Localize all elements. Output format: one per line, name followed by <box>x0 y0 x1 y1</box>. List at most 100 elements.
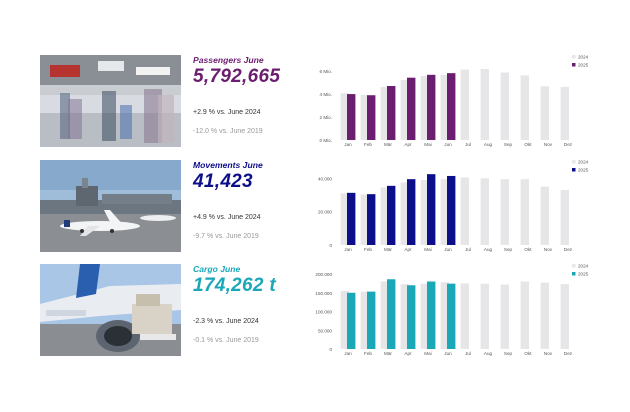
bar-2024 <box>540 86 549 140</box>
bar-2025 <box>367 95 376 140</box>
bar-2024 <box>380 281 389 349</box>
y-tick-label: 0 <box>329 347 332 352</box>
x-tick-label: Mär <box>384 142 392 147</box>
x-tick-label: Okt <box>524 142 532 147</box>
bar-2025 <box>447 175 456 245</box>
x-tick-label: Aug <box>484 351 493 356</box>
x-tick-label: Jun <box>444 247 452 252</box>
bar-2025 <box>447 73 456 140</box>
y-tick-label: 0 <box>329 243 332 248</box>
bar-2025 <box>367 194 376 245</box>
airport-terminal-photo <box>40 55 181 147</box>
kpi-compare-2019: -9.7 % vs. June 2019 <box>193 233 259 240</box>
kpi-value: 5,792,665 <box>193 66 281 87</box>
legend-label: 2024 <box>578 55 589 60</box>
passengers-chart: 0 Mio. 2 Mio. 4 Mio. 6 Mio. Jan Feb Mär Apr Mai J… <box>300 55 590 148</box>
bar-2024 <box>400 182 409 245</box>
legend-swatch <box>572 55 576 59</box>
bar-2025 <box>427 174 436 245</box>
bar-2025 <box>407 179 416 245</box>
bar-2025 <box>447 283 456 349</box>
bar-2024 <box>340 193 349 245</box>
y-tick-label: 4 Mio. <box>319 92 332 97</box>
x-tick-label: Aug <box>484 142 493 147</box>
kpi-title: Movements June <box>193 160 263 170</box>
bar-2025 <box>387 185 396 245</box>
x-tick-label: Jan <box>344 351 352 356</box>
x-tick-label: Jun <box>444 351 452 356</box>
x-tick-label: Mär <box>384 351 392 356</box>
legend-swatch <box>572 264 576 268</box>
bar-2025 <box>407 77 416 140</box>
x-tick-label: Aug <box>484 247 493 252</box>
legend-label: 2024 <box>578 264 589 269</box>
x-tick-label: Nov <box>544 247 553 252</box>
bar-2024 <box>420 283 429 349</box>
bar-2024 <box>360 194 369 245</box>
bar-2024 <box>340 290 349 349</box>
bar-chart: 0 Mio. 2 Mio. 4 Mio. 6 Mio. Jan Feb Mär Apr Mai J… <box>319 55 589 148</box>
x-tick-label: Jul <box>465 247 471 252</box>
x-tick-label: Apr <box>404 142 412 147</box>
legend-swatch <box>572 168 576 172</box>
x-tick-label: Mai <box>424 351 431 356</box>
bar-2024 <box>340 93 349 140</box>
bar-2024 <box>540 282 549 349</box>
bar-2024 <box>560 190 569 245</box>
x-tick-label: Dez <box>564 247 573 252</box>
legend-swatch <box>572 272 576 276</box>
kpi-compare-prev-year: +2.9 % vs. June 2024 <box>193 109 261 116</box>
bar-2025 <box>387 279 396 349</box>
bar-2024 <box>480 178 489 245</box>
bar-2025 <box>387 86 396 140</box>
bar-2025 <box>407 285 416 349</box>
bar-2024 <box>460 177 469 245</box>
legend-swatch <box>572 160 576 164</box>
y-tick-label: 0 Mio. <box>319 138 332 143</box>
x-tick-label: Sep <box>504 351 513 356</box>
cargo-chart: 0 50.000 100.000 150.000 200.000 Jan Feb Mär Apr… <box>300 264 590 357</box>
x-tick-label: Apr <box>404 351 412 356</box>
bar-2024 <box>480 69 489 140</box>
cargo-aircraft-photo <box>40 264 181 356</box>
legend-swatch <box>572 63 576 67</box>
bar-2025 <box>427 281 436 349</box>
bar-2024 <box>400 80 409 140</box>
x-tick-label: Feb <box>364 142 372 147</box>
bar-2024 <box>440 179 449 245</box>
bar-2024 <box>520 281 529 349</box>
legend-label: 2025 <box>578 63 589 68</box>
x-tick-label: Nov <box>544 142 553 147</box>
x-tick-label: Jan <box>344 247 352 252</box>
x-tick-label: Mai <box>424 247 431 252</box>
bar-2024 <box>500 284 509 349</box>
cargo-kpi: Cargo June 174,262 t -2.3 % vs. June 202… <box>193 264 303 356</box>
bar-2024 <box>460 69 469 140</box>
bar-2025 <box>367 291 376 349</box>
bar-2024 <box>360 291 369 349</box>
x-tick-label: Feb <box>364 351 372 356</box>
bar-2024 <box>440 75 449 140</box>
kpi-compare-2019: -12.0 % vs. June 2019 <box>193 128 263 135</box>
passengers-kpi: Passengers June 5,792,665 +2.9 % vs. Jun… <box>193 55 303 147</box>
bar-chart: 0 50.000 100.000 150.000 200.000 Jan Feb Mär Apr… <box>315 264 589 357</box>
x-tick-label: Sep <box>504 142 513 147</box>
bar-2024 <box>500 179 509 245</box>
x-tick-label: Mai <box>424 142 431 147</box>
x-tick-label: Jun <box>444 142 452 147</box>
y-tick-label: 20.000 <box>318 210 332 215</box>
x-tick-label: Feb <box>364 247 372 252</box>
bar-2024 <box>420 180 429 245</box>
bar-2024 <box>440 282 449 349</box>
kpi-compare-prev-year: -2.3 % vs. June 2024 <box>193 318 259 325</box>
bar-2025 <box>427 74 436 140</box>
bar-chart: 0 20.000 40.000 Jan Feb Mär Apr Mai Jun Jul Aug Sep… <box>318 160 589 253</box>
bar-2025 <box>347 94 356 140</box>
movements-chart: 0 20.000 40.000 Jan Feb Mär Apr Mai Jun Jul Aug Sep… <box>300 160 590 253</box>
y-tick-label: 6 Mio. <box>319 69 332 74</box>
x-tick-label: Jan <box>344 142 352 147</box>
x-tick-label: Jul <box>465 142 471 147</box>
legend-label: 2025 <box>578 272 589 277</box>
x-tick-label: Mär <box>384 247 392 252</box>
bar-2024 <box>420 75 429 140</box>
